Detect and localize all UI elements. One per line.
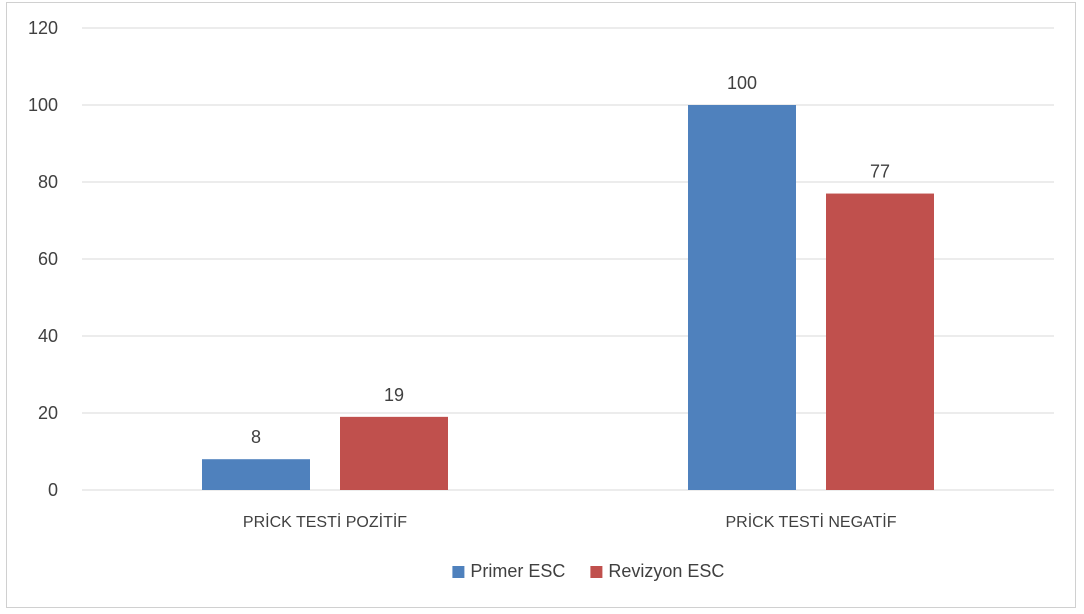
y-tick-label: 0 (48, 480, 58, 500)
legend-swatch (590, 566, 603, 578)
legend-swatch (452, 566, 465, 578)
bar-primer-esc (202, 459, 310, 490)
y-tick-label: 60 (38, 249, 58, 269)
legend-label: Primer ESC (470, 561, 565, 581)
data-label: 77 (870, 162, 890, 182)
y-tick-label: 20 (38, 403, 58, 423)
bar-primer-esc (688, 105, 796, 490)
y-tick-label: 100 (28, 95, 58, 115)
y-tick-label: 40 (38, 326, 58, 346)
y-axis-ticks: 0 20 40 60 80 100 120 (28, 18, 58, 500)
y-tick-label: 80 (38, 172, 58, 192)
x-axis-categories: PRİCK TESTİ POZİTİF PRİCK TESTİ NEGATİF (243, 512, 897, 531)
legend-label: Revizyon ESC (608, 561, 724, 581)
data-label: 8 (251, 427, 261, 447)
data-label: 100 (727, 73, 757, 93)
bar-revizyon-esc (826, 193, 934, 491)
bars (202, 105, 934, 491)
y-tick-label: 120 (28, 18, 58, 38)
legend: Primer ESC Revizyon ESC (452, 561, 724, 581)
bar-revizyon-esc (340, 416, 448, 490)
x-category-label: PRİCK TESTİ POZİTİF (243, 512, 407, 531)
x-category-label: PRİCK TESTİ NEGATİF (726, 512, 897, 531)
data-label: 19 (384, 385, 404, 405)
data-labels: 8 19 100 77 (251, 73, 890, 447)
